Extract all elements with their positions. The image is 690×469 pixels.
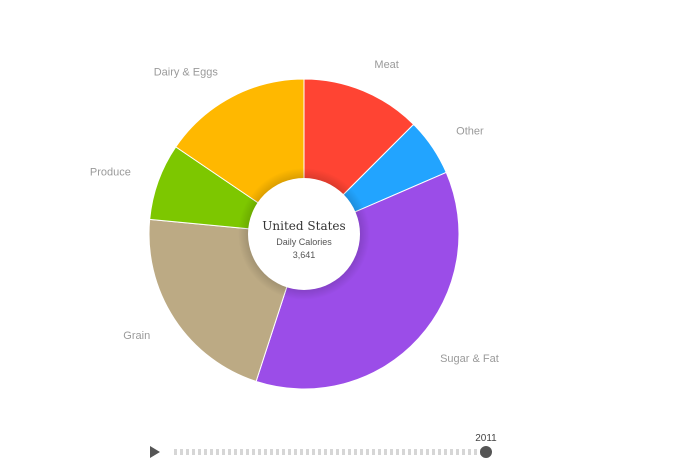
slice-label: Dairy & Eggs [154,66,219,78]
center-subtitle: Daily Calories [276,237,332,247]
timeline-handle[interactable] [480,446,492,458]
slice-label: Sugar & Fat [440,353,499,365]
slice-label: Other [456,126,484,138]
slice-label: Meat [374,59,398,71]
slice-sugar-fat[interactable] [255,171,460,390]
timeline-track[interactable] [174,449,486,455]
slice-label: Produce [90,167,131,179]
donut-hole [248,178,360,290]
center-title: United States [262,219,345,233]
play-button[interactable] [150,446,160,458]
year-label: 2011 [475,433,497,444]
center-value: 3,641 [293,250,316,260]
slice-label: Grain [123,330,150,342]
timeline-slider[interactable]: 2011 [148,430,498,464]
